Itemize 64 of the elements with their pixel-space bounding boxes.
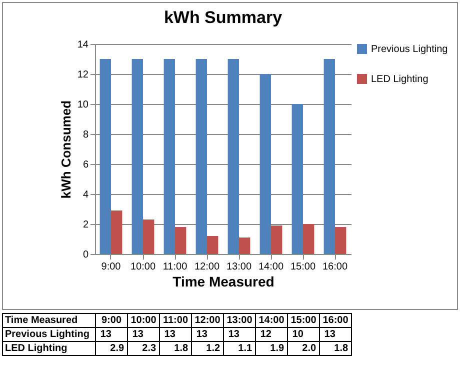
text: Time Measured	[5, 315, 78, 326]
bar	[260, 74, 271, 254]
data-label: 13	[196, 329, 208, 340]
bar	[335, 227, 346, 254]
x-tick-label: 13:00	[226, 262, 252, 272]
bar	[175, 227, 186, 254]
x-tick-label: 12:00	[194, 262, 220, 272]
data-label: 13	[324, 329, 336, 340]
bar	[303, 224, 314, 254]
text: Previous Lighting	[5, 329, 90, 340]
data-label: 13	[164, 329, 176, 340]
chart-title: kWh Summary	[164, 8, 283, 27]
y-tick-label: 14	[77, 40, 89, 50]
data-label: 12	[260, 329, 272, 340]
category-label: 11:00	[162, 315, 188, 326]
x-tick-label: 9:00	[101, 262, 122, 272]
data-label: 2.9	[110, 343, 124, 354]
y-tick-label: 8	[82, 130, 89, 140]
data-label: 1.9	[270, 343, 284, 354]
data-label: 1.8	[174, 343, 188, 354]
y-tick-label: 4	[82, 190, 89, 200]
data-label: 13	[100, 329, 112, 340]
bar	[143, 220, 154, 254]
y-tick-label: 0	[82, 250, 89, 260]
bar	[132, 59, 143, 254]
bar	[164, 59, 175, 254]
data-label: 13	[228, 329, 240, 340]
category-label: 9:00	[101, 315, 122, 326]
data-label: 2.0	[302, 343, 316, 354]
bar	[292, 104, 303, 254]
data-label: 10	[292, 329, 304, 340]
category-label: 12:00	[194, 315, 220, 326]
x-tick-label: 16:00	[322, 262, 348, 272]
x-tick-label: 11:00	[162, 262, 188, 272]
data-label: 2.3	[142, 343, 156, 354]
bar	[239, 238, 250, 254]
category-label: 10:00	[130, 315, 156, 326]
data-label: 1.1	[238, 343, 252, 354]
data-label: 1.2	[206, 343, 220, 354]
x-tick-label: 10:00	[130, 262, 156, 272]
legend-label: Previous Lighting	[371, 44, 448, 55]
y-tick-label: 2	[82, 220, 89, 230]
bar	[196, 59, 207, 254]
y-tick-label: 10	[77, 100, 89, 110]
category-label: 13:00	[226, 315, 252, 326]
category-label: 16:00	[322, 315, 348, 326]
y-tick-label: 12	[77, 70, 89, 80]
category-label: 14:00	[258, 315, 284, 326]
bar	[207, 236, 218, 254]
legend-label: LED Lighting	[371, 74, 428, 85]
bar	[271, 226, 282, 254]
x-tick-label: 15:00	[290, 262, 316, 272]
y-axis-title: kWh Consumed	[58, 100, 74, 199]
x-tick-label: 14:00	[258, 262, 284, 272]
bar	[111, 210, 122, 254]
x-axis-title: Time Measured	[172, 274, 274, 290]
bar	[100, 59, 111, 254]
text: LED Lighting	[5, 343, 68, 354]
y-tick-label: 6	[82, 160, 89, 170]
bar	[324, 59, 335, 254]
data-label: 13	[132, 329, 144, 340]
data-label: 1.8	[334, 343, 348, 354]
category-label: 15:00	[290, 315, 316, 326]
bar	[228, 59, 239, 254]
